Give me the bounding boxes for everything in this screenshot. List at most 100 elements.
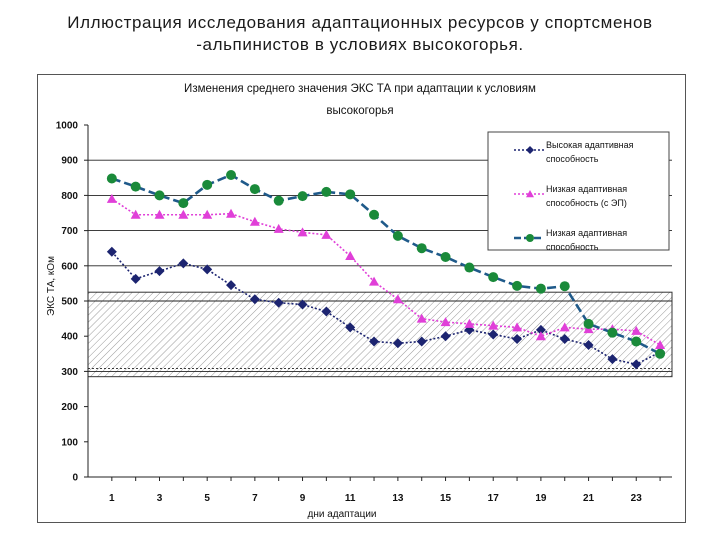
y-tick-label: 1000	[56, 121, 79, 132]
data-point-low-adaptive	[249, 184, 260, 195]
series-low-adaptive-ep	[106, 193, 666, 349]
data-point-low-adaptive	[226, 169, 237, 180]
x-tick-label: 15	[440, 493, 452, 504]
data-point-low-adaptive-ep	[178, 209, 189, 219]
data-point-low-adaptive	[416, 243, 427, 254]
data-point-low-adaptive-ep	[297, 227, 308, 237]
data-point-low-adaptive-ep	[202, 209, 213, 219]
data-point-high-adaptive	[369, 336, 380, 347]
data-point-high-adaptive	[321, 306, 332, 317]
data-point-low-adaptive-ep	[249, 216, 260, 226]
data-point-low-adaptive	[440, 252, 451, 262]
y-tick-label: 200	[61, 402, 78, 413]
y-tick-label: 700	[61, 226, 78, 237]
x-tick-label: 19	[535, 493, 547, 504]
data-point-high-adaptive	[440, 331, 451, 342]
legend-box	[487, 131, 670, 251]
data-point-high-adaptive	[512, 334, 523, 345]
y-tick-label: 900	[61, 156, 78, 167]
data-point-high-adaptive	[297, 299, 308, 310]
y-tick-label: 600	[61, 261, 78, 272]
data-point-low-adaptive-ep	[345, 250, 356, 260]
slide-title: Иллюстрация исследования адаптационных р…	[0, 12, 720, 56]
y-axis-title: ЭКС ТА, кОм	[46, 256, 57, 316]
data-point-low-adaptive	[392, 230, 403, 241]
data-point-low-adaptive-ep	[392, 294, 403, 304]
data-point-low-adaptive	[345, 189, 356, 200]
data-point-low-adaptive-ep	[154, 209, 165, 219]
data-point-low-adaptive	[202, 179, 213, 190]
data-point-high-adaptive	[607, 354, 618, 365]
data-point-low-adaptive-ep	[535, 331, 546, 341]
shaded-band	[87, 291, 673, 378]
x-tick-label: 23	[631, 493, 643, 504]
x-tick-label: 17	[488, 493, 500, 504]
data-point-low-adaptive	[297, 191, 308, 202]
data-point-high-adaptive	[488, 329, 499, 340]
data-point-low-adaptive	[154, 190, 165, 201]
data-point-low-adaptive-ep	[464, 318, 475, 328]
data-point-low-adaptive-ep	[655, 340, 666, 349]
data-point-low-adaptive	[464, 262, 475, 273]
data-point-high-adaptive	[416, 336, 427, 347]
data-point-low-adaptive	[559, 281, 570, 292]
y-tick-label: 400	[61, 332, 78, 343]
data-point-high-adaptive	[154, 266, 165, 277]
data-point-low-adaptive	[607, 327, 618, 338]
data-point-low-adaptive	[130, 181, 141, 192]
y-tick-label: 500	[61, 297, 78, 308]
data-point-low-adaptive-ep	[512, 322, 523, 332]
data-point-high-adaptive	[392, 338, 403, 349]
x-tick-label: 9	[300, 493, 306, 504]
data-point-high-adaptive	[273, 297, 284, 308]
data-point-low-adaptive-ep	[106, 193, 117, 203]
x-tick-label: 3	[157, 493, 163, 504]
data-point-high-adaptive	[559, 334, 570, 345]
data-point-low-adaptive-ep	[369, 276, 380, 286]
legend-marker	[526, 190, 534, 198]
slide-title-line-1: Иллюстрация исследования адаптационных р…	[67, 13, 653, 32]
data-point-high-adaptive	[583, 340, 594, 350]
chart-title: Изменения среднего значения ЭКС ТА при а…	[0, 78, 720, 122]
data-point-low-adaptive	[583, 318, 594, 329]
legend-label: способность	[546, 154, 599, 164]
data-point-low-adaptive-ep	[416, 313, 427, 323]
data-point-low-adaptive-ep	[559, 322, 570, 332]
data-point-high-adaptive	[249, 294, 260, 305]
data-point-low-adaptive	[512, 280, 523, 291]
legend-label: способность	[546, 242, 599, 252]
series-line-low-adaptive-ep	[111, 198, 661, 346]
data-point-low-adaptive-ep	[488, 320, 499, 330]
legend-label: Высокая адаптивная	[546, 140, 634, 150]
data-point-low-adaptive-ep	[226, 208, 237, 218]
data-point-low-adaptive	[655, 348, 666, 359]
data-point-high-adaptive	[535, 324, 546, 335]
y-tick-label: 100	[61, 437, 78, 448]
x-tick-label: 1	[109, 493, 115, 504]
legend-marker	[526, 234, 534, 242]
data-point-low-adaptive-ep	[440, 317, 451, 327]
legend-marker	[526, 146, 534, 154]
chart-title-line-2: высокогорья	[326, 105, 394, 117]
data-point-high-adaptive	[178, 258, 189, 269]
y-tick-label: 800	[61, 191, 78, 202]
data-point-low-adaptive	[106, 173, 117, 184]
legend-label: Низкая адаптивная	[546, 184, 627, 194]
legend-entry-high-adaptive: Высокая адаптивная способность	[514, 140, 634, 164]
series-low-adaptive	[106, 169, 666, 359]
data-point-high-adaptive	[130, 273, 141, 284]
data-point-high-adaptive	[226, 280, 237, 291]
data-point-high-adaptive	[106, 246, 117, 257]
data-point-high-adaptive	[631, 359, 642, 370]
y-tick-label: 0	[72, 473, 78, 484]
data-point-low-adaptive	[273, 195, 284, 206]
data-point-low-adaptive	[488, 272, 499, 283]
x-tick-label: 11	[345, 493, 356, 504]
x-tick-label: 5	[204, 493, 210, 504]
x-tick-label: 13	[392, 493, 404, 504]
data-point-low-adaptive	[369, 209, 380, 220]
data-point-low-adaptive-ep	[631, 325, 642, 335]
x-axis-title: дни адаптации	[307, 509, 376, 520]
data-point-low-adaptive-ep	[130, 209, 141, 219]
